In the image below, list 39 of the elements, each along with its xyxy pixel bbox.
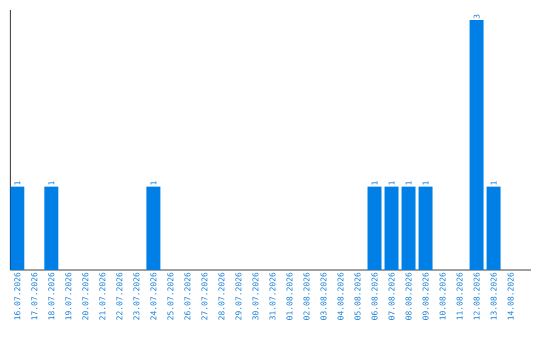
x-tick-label: 26.07.2026: [184, 272, 190, 320]
x-tick-label: 28.07.2026: [218, 272, 224, 320]
data-label: 1: [422, 181, 428, 185]
data-label: 1: [388, 181, 394, 185]
x-tick-label: 29.07.2026: [235, 272, 242, 320]
x-tick-label: 01.08.2026: [286, 272, 292, 320]
x-tick-label: 30.07.2026: [252, 272, 258, 320]
x-tick-label: 14.08.2026: [508, 272, 514, 320]
x-tick-label: 09.08.2026: [422, 272, 429, 320]
x-tick-label: 10.08.2026: [440, 272, 446, 320]
data-label: 1: [372, 181, 378, 185]
x-tick-label: 05.08.2026: [354, 272, 361, 320]
x-tick-label: 18.07.2026: [48, 272, 54, 320]
x-tick-label: 12.08.2026: [474, 272, 480, 320]
x-tick-label: 20.07.2026: [82, 272, 88, 320]
x-tick-label: 11.08.2026: [456, 272, 463, 320]
data-label: 3: [474, 14, 480, 18]
x-tick-label: 06.08.2026: [371, 272, 378, 320]
x-tick-label: 22.07.2026: [116, 272, 122, 320]
x-tick-label: 27.07.2026: [201, 272, 208, 320]
x-tick-label: 08.08.2026: [406, 272, 412, 320]
data-label: 1: [406, 181, 412, 185]
x-tick-label: 17.07.2026: [31, 272, 38, 320]
x-tick-label: 23.07.2026: [133, 272, 140, 320]
x-tick-label: 02.08.2026: [303, 272, 310, 320]
data-label: 1: [150, 181, 156, 185]
data-label: 1: [14, 181, 20, 185]
data-label: 1: [490, 181, 496, 185]
data-label: 1: [48, 181, 54, 185]
x-tick-label: 04.08.2026: [337, 272, 344, 320]
x-tick-label: 16.07.2026: [14, 272, 20, 320]
x-tick-label: 07.08.2026: [388, 272, 395, 320]
x-tick-label: 13.08.2026: [490, 272, 497, 320]
x-tick-label: 31.07.2026: [269, 272, 276, 320]
x-tick-label: 24.07.2026: [150, 272, 156, 320]
x-tick-label: 21.07.2026: [99, 272, 106, 320]
x-tick-label: 19.07.2026: [65, 272, 72, 320]
x-tick-label: 03.08.2026: [320, 272, 327, 320]
x-tick-label: 25.07.2026: [167, 272, 174, 320]
